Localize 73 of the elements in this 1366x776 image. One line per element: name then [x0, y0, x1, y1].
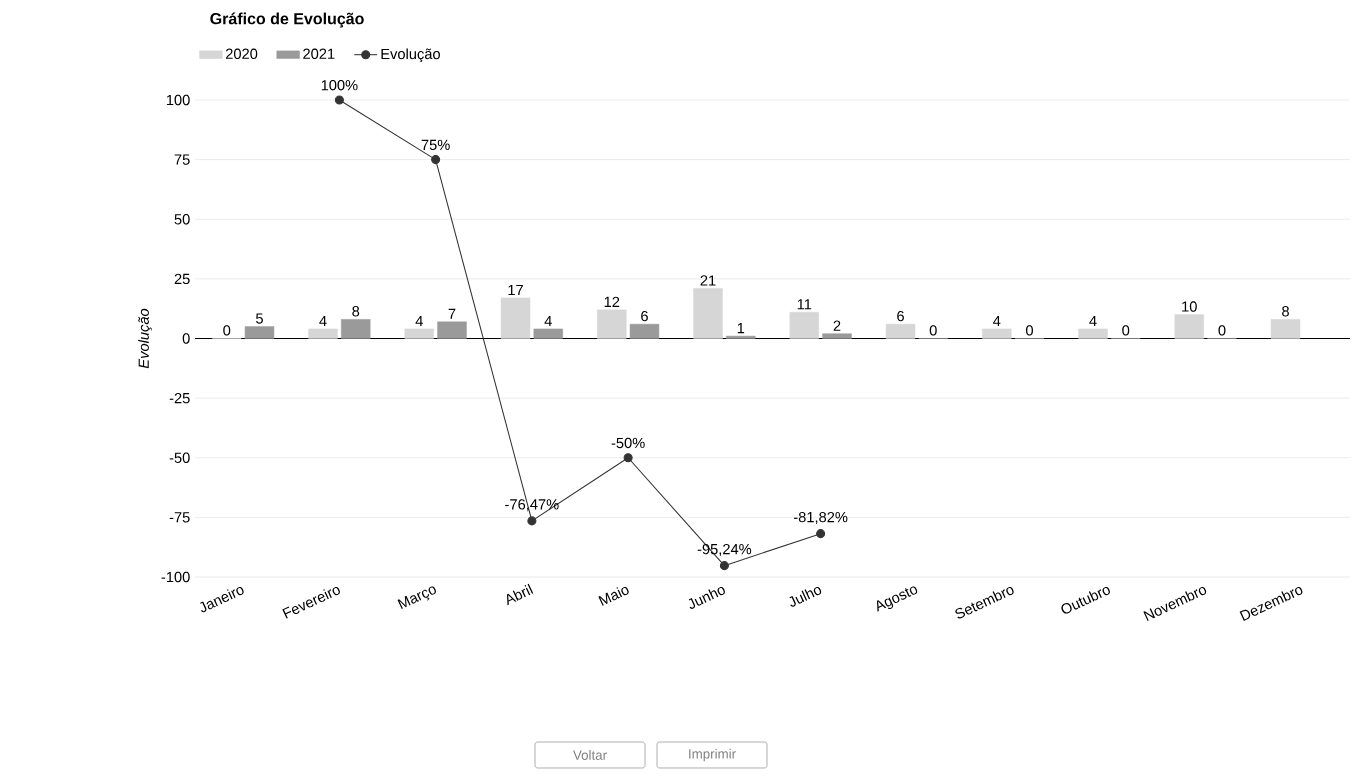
legend-label: Evolução	[381, 48, 440, 63]
bar	[726, 335, 756, 339]
point	[816, 529, 826, 539]
data-label: 100%	[321, 80, 358, 91]
y-tick-label: 25	[174, 273, 190, 285]
chart-title: Gráfico de Evolução	[210, 12, 364, 28]
bar	[500, 297, 531, 339]
y-axis-title: Evolução	[138, 308, 152, 369]
point	[623, 453, 633, 463]
data-label: -76,47%	[505, 499, 559, 512]
data-label: 8	[352, 306, 360, 317]
legend-label: 2021	[303, 48, 335, 59]
data-label: 0	[1122, 325, 1130, 336]
y-tick-label: 50	[174, 214, 190, 225]
data-label: -81,82%	[793, 511, 848, 525]
data-label: 4	[415, 315, 423, 327]
x-tick-label: Março	[397, 586, 436, 610]
data-label: 0	[1025, 325, 1033, 336]
data-label: 6	[897, 310, 904, 322]
point	[719, 561, 729, 571]
data-label: 4	[319, 315, 327, 327]
data-label: 4	[544, 315, 552, 327]
bar	[693, 288, 723, 339]
y-tick-label: -75	[169, 512, 190, 523]
bar	[244, 326, 275, 339]
data-label: 11	[797, 299, 812, 310]
bar	[822, 333, 852, 339]
text: Voltar	[573, 750, 607, 760]
data-label: 12	[604, 296, 620, 307]
data-label: 0	[1218, 325, 1226, 336]
y-tick-label: 100	[166, 94, 190, 106]
point	[527, 516, 537, 526]
y-tick-label: 0	[182, 333, 190, 344]
data-label: 2	[833, 320, 841, 331]
data-label: 4	[993, 315, 1001, 327]
data-label: 10	[1182, 301, 1197, 312]
y-tick-label: -100	[161, 571, 190, 583]
bar	[1078, 328, 1108, 339]
bar	[308, 328, 338, 339]
bar	[982, 328, 1012, 339]
y-tick-label: 75	[174, 154, 190, 165]
data-label: 8	[1282, 306, 1289, 317]
point	[431, 155, 441, 165]
data-label: 0	[223, 325, 231, 336]
y-tick-label: -25	[169, 392, 190, 404]
bar	[404, 328, 434, 339]
data-label: 21	[700, 275, 716, 286]
data-label: 5	[256, 313, 263, 324]
x-tick-label: Maio	[598, 587, 629, 606]
data-label: 6	[641, 310, 648, 322]
x-tick-label: Julho	[789, 587, 822, 607]
data-label: 7	[448, 308, 456, 319]
data-label: 75%	[421, 139, 450, 151]
x-tick-label: Junho	[688, 587, 725, 609]
point	[334, 95, 344, 105]
text: Imprimir	[689, 748, 736, 762]
y-tick-label: -50	[169, 452, 190, 463]
data-label: 1	[737, 323, 745, 334]
bar	[1270, 319, 1301, 339]
bar	[437, 321, 467, 339]
data-label: 17	[508, 284, 523, 296]
bar	[533, 328, 563, 339]
bar	[1174, 314, 1204, 339]
legend-label: 2020	[225, 48, 258, 59]
bar	[341, 319, 371, 339]
data-label: -50%	[611, 437, 645, 449]
bar	[789, 311, 819, 339]
bar	[629, 323, 660, 339]
bar	[597, 309, 627, 339]
x-tick-label: Abril	[506, 583, 534, 606]
data-label: 0	[929, 325, 937, 336]
data-label: 4	[1089, 315, 1097, 327]
bar	[885, 323, 916, 339]
